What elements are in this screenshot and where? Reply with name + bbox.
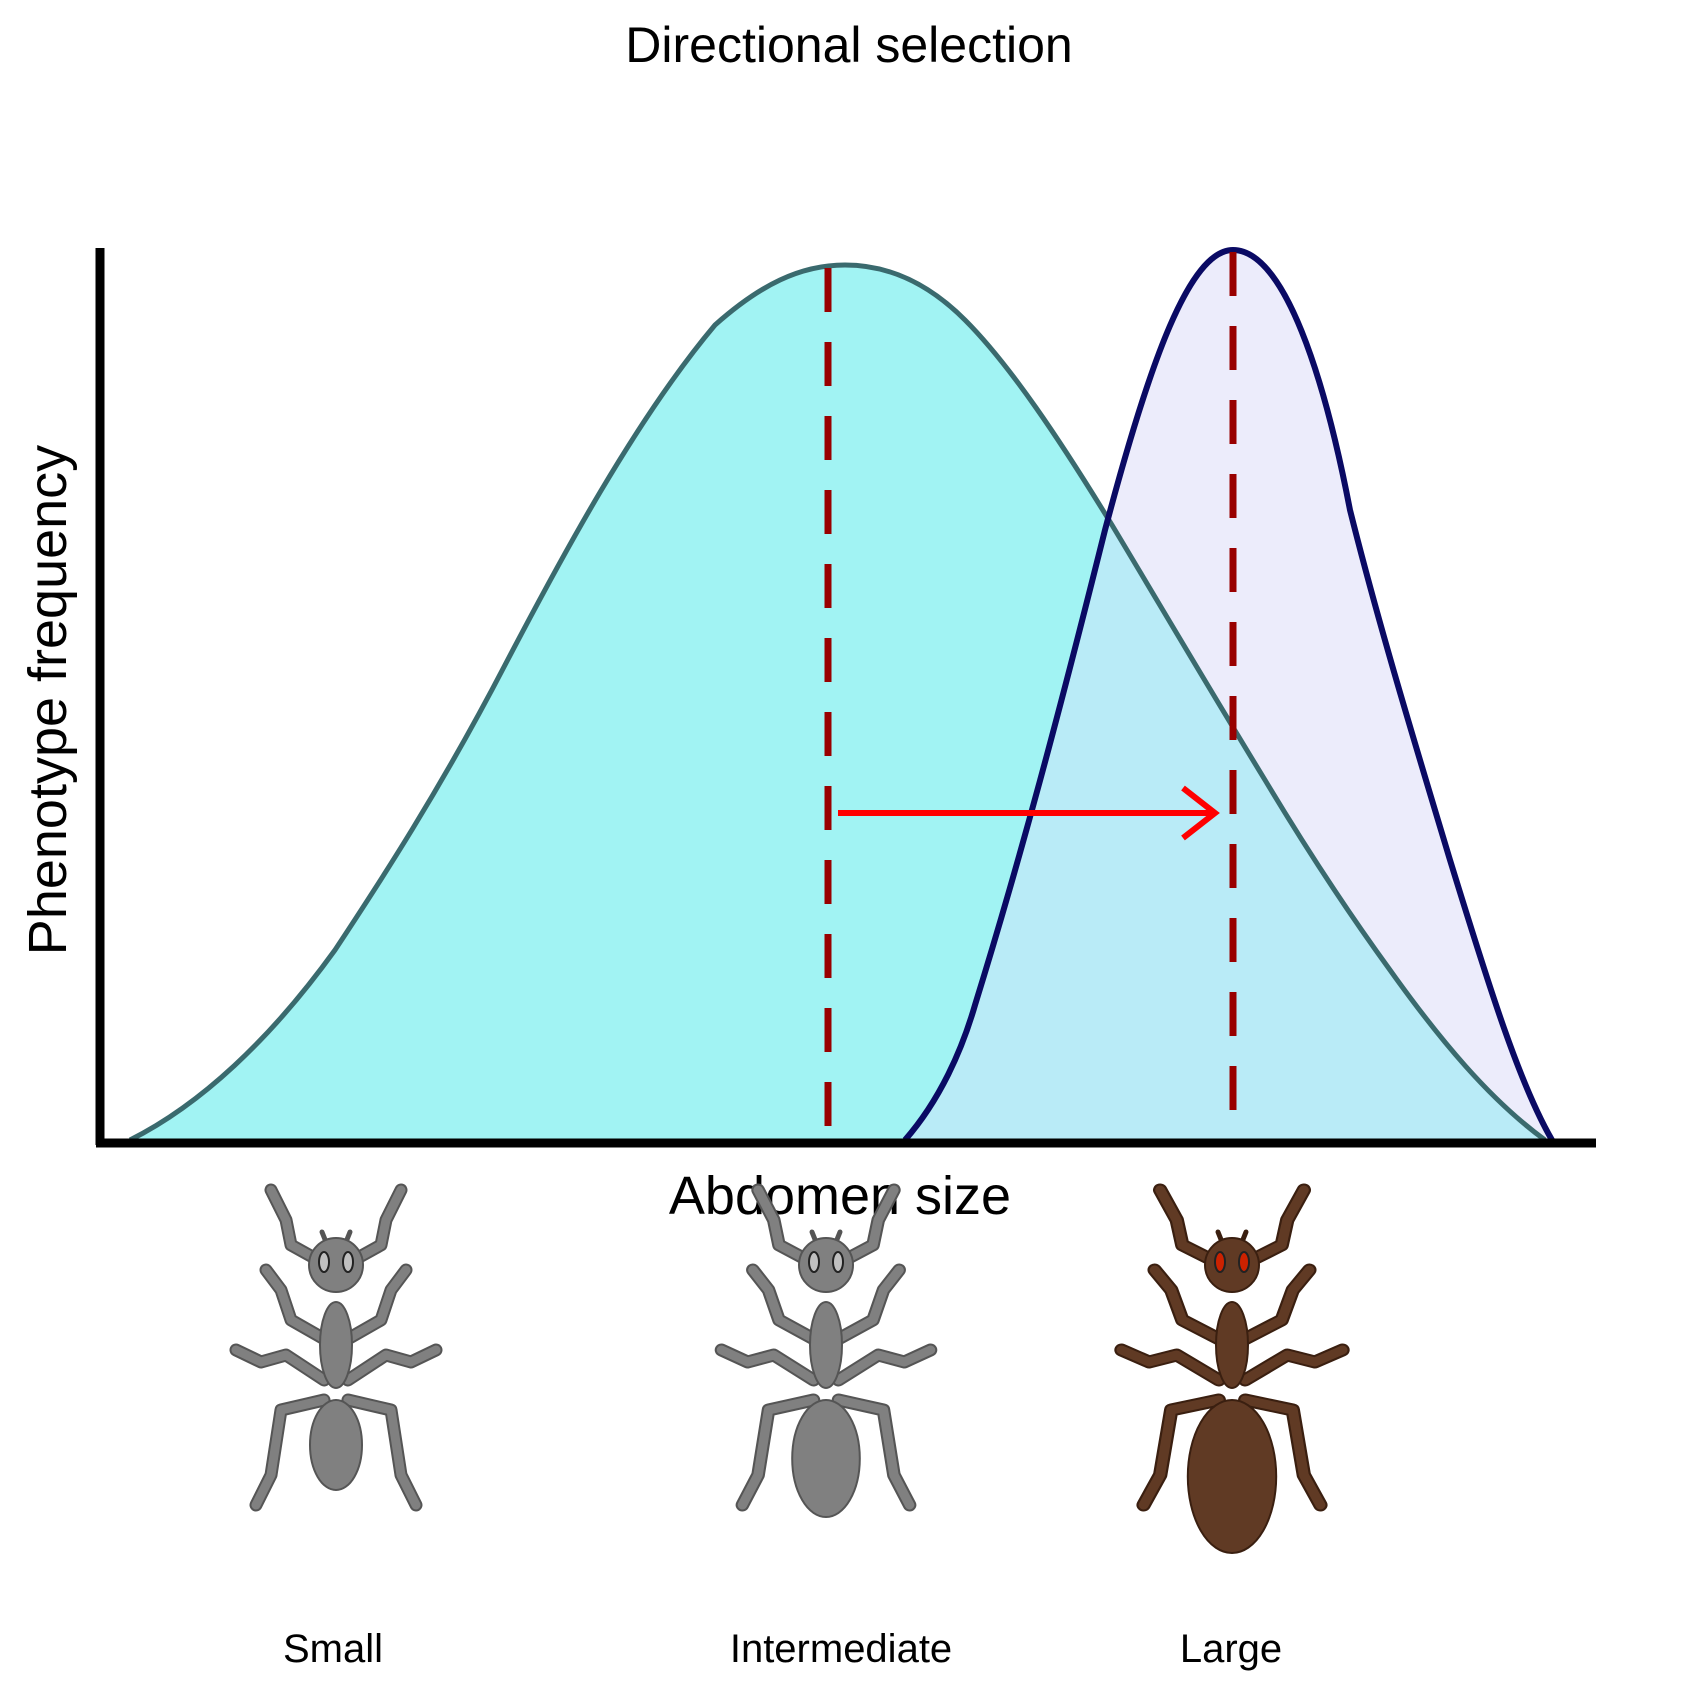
ant-legs xyxy=(1114,1183,1350,1512)
ant-eye-right xyxy=(832,1251,844,1273)
ant-head xyxy=(308,1237,364,1293)
chart-title: Directional selection xyxy=(625,17,1072,73)
x-axis-label: Abdomen size xyxy=(669,1166,1011,1226)
ant-thorax xyxy=(809,1301,843,1389)
ant-thorax xyxy=(1215,1301,1249,1389)
ant-legs xyxy=(229,1183,443,1512)
y-axis-label: Phenotype frequency xyxy=(18,445,78,955)
selected-curve-outline xyxy=(902,246,1555,1142)
ant-abdomen xyxy=(309,1399,363,1491)
ant-eye-left xyxy=(1214,1251,1226,1273)
overlap-region xyxy=(905,265,1545,1140)
ant-head xyxy=(1204,1237,1260,1293)
ant-intermediate-icon xyxy=(714,1183,938,1518)
shift-arrow xyxy=(838,785,1220,841)
ant-label-intermediate: Intermediate xyxy=(730,1627,952,1671)
ant-legs xyxy=(714,1183,938,1512)
ant-eye-right xyxy=(1238,1251,1250,1273)
ant-abdomen xyxy=(1186,1399,1278,1554)
original-curve-outline xyxy=(128,262,1547,1143)
ant-eye-left xyxy=(318,1251,330,1273)
ant-head xyxy=(798,1237,854,1293)
ant-label-large: Large xyxy=(1180,1627,1282,1671)
ant-small-icon xyxy=(229,1183,443,1512)
ant-eye-right xyxy=(342,1251,354,1273)
ant-large-icon xyxy=(1114,1183,1350,1554)
ant-thorax xyxy=(319,1301,353,1389)
ant-abdomen xyxy=(791,1399,861,1518)
ant-label-small: Small xyxy=(283,1627,383,1671)
ant-eye-left xyxy=(808,1251,820,1273)
